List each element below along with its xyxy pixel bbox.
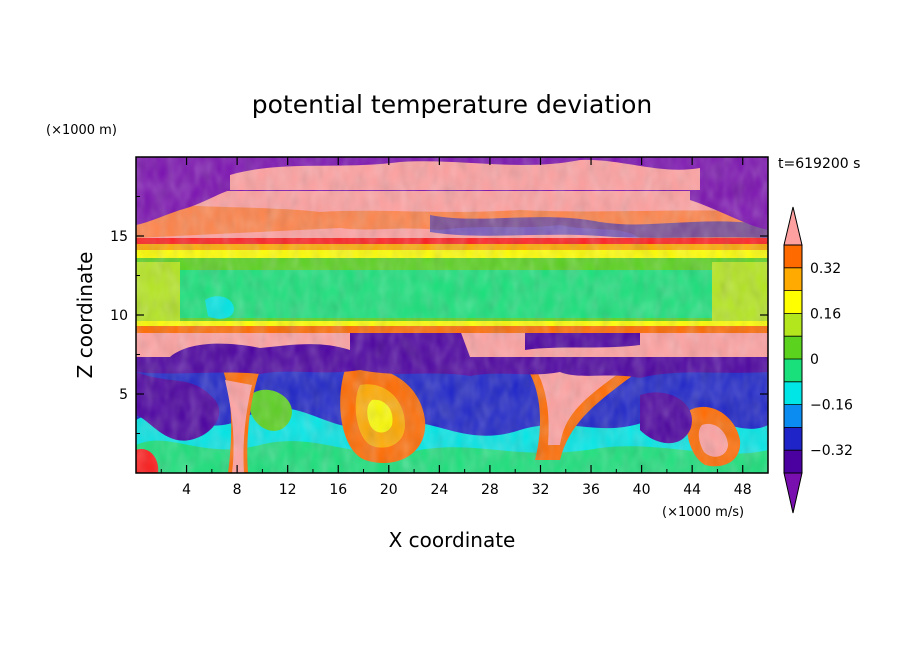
colorbar-segment bbox=[784, 359, 802, 382]
colorbar-segment bbox=[784, 313, 802, 337]
colorbar-tick-label: 0.32 bbox=[810, 261, 841, 277]
x-tick-label: 44 bbox=[683, 482, 701, 498]
x-tick-label: 8 bbox=[233, 482, 242, 498]
chart-title: potential temperature deviation bbox=[252, 90, 652, 119]
x-tick-label: 28 bbox=[481, 482, 499, 498]
colorbar-segment bbox=[784, 427, 802, 451]
x-tick-label: 12 bbox=[279, 482, 297, 498]
colorbar-segment bbox=[784, 404, 802, 428]
colorbar-tick-label: 0.16 bbox=[810, 306, 841, 322]
colorbar-segment bbox=[784, 245, 802, 268]
colorbar-extend-high bbox=[783, 206, 803, 246]
colorbar-segment bbox=[784, 381, 802, 405]
colorbar-extend-low bbox=[783, 472, 803, 514]
colorbar-segment bbox=[784, 336, 802, 359]
y-tick-label: 5 bbox=[119, 387, 128, 403]
x-tick-label: 4 bbox=[182, 482, 191, 498]
y-tick-label: 15 bbox=[110, 229, 128, 245]
x-tick-label: 20 bbox=[380, 482, 398, 498]
colorbar-tick-label: 0 bbox=[810, 352, 819, 368]
x-axis: 4 8 12 16 20 24 28 32 36 40 44 48 bbox=[160, 157, 752, 498]
x-tick-label: 36 bbox=[582, 482, 600, 498]
colorbar-segment bbox=[784, 290, 802, 314]
x-unit-label: (×1000 m/s) bbox=[662, 505, 744, 520]
x-tick-label: 40 bbox=[633, 482, 651, 498]
colorbar-segment bbox=[784, 267, 802, 291]
texture-overlay bbox=[136, 157, 768, 473]
x-tick-label: 16 bbox=[329, 482, 347, 498]
heatmap-field bbox=[136, 157, 768, 473]
y-unit-label: (×1000 m) bbox=[46, 123, 117, 138]
y-axis: 5 10 15 bbox=[110, 196, 768, 434]
y-axis-label: Z coordinate bbox=[73, 252, 97, 379]
x-axis-label: X coordinate bbox=[389, 528, 516, 552]
x-tick-label: 24 bbox=[430, 482, 448, 498]
time-label: t=619200 s bbox=[778, 156, 860, 172]
x-tick-label: 32 bbox=[532, 482, 550, 498]
x-tick-label: 48 bbox=[734, 482, 752, 498]
colorbar-tick-label: −0.32 bbox=[810, 443, 853, 459]
y-tick-label: 10 bbox=[110, 308, 128, 324]
colorbar-segment bbox=[784, 450, 802, 473]
colorbar: 0.32 0.16 0 −0.16 −0.32 bbox=[783, 206, 853, 514]
colorbar-tick-label: −0.16 bbox=[810, 398, 853, 414]
